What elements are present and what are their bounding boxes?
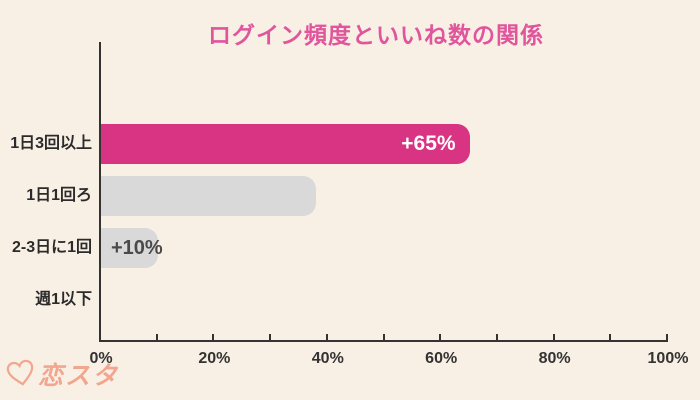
x-axis-tick-label: 40% bbox=[311, 350, 344, 367]
brand-logo: 恋スタ bbox=[6, 356, 119, 392]
y-axis-category-label: 1日3回以上 bbox=[10, 135, 92, 152]
x-axis-tick-label: 100% bbox=[647, 350, 689, 367]
bar-row: +10% bbox=[101, 228, 668, 268]
bar-row: +65% bbox=[101, 124, 668, 164]
x-axis-tick bbox=[155, 334, 158, 340]
x-axis-tick bbox=[325, 334, 328, 340]
x-axis-tick bbox=[439, 334, 442, 340]
x-axis-tick-label: 0% bbox=[89, 350, 113, 367]
bar-data-label: +10% bbox=[111, 237, 163, 259]
x-axis-tick bbox=[212, 334, 215, 340]
x-axis-tick bbox=[666, 334, 668, 340]
x-axis-tick bbox=[552, 334, 555, 340]
x-axis-tick-label: 20% bbox=[198, 350, 231, 367]
bar-highlighted: +65% bbox=[101, 124, 470, 164]
x-axis-tick-label: 80% bbox=[538, 350, 571, 367]
x-axis-tick-label: 60% bbox=[425, 350, 458, 367]
x-axis-tick bbox=[495, 334, 498, 340]
x-axis-tick bbox=[269, 334, 272, 340]
bar bbox=[101, 176, 317, 216]
chart-title: ログイン頻度といいね数の関係 bbox=[208, 22, 544, 48]
plot-area: +65% +10% bbox=[99, 42, 668, 342]
x-axis-tick bbox=[382, 334, 385, 340]
bar-row bbox=[101, 176, 668, 216]
x-axis-tick bbox=[609, 334, 612, 340]
bar-row bbox=[101, 280, 668, 320]
bar-data-label: +65% bbox=[401, 132, 456, 155]
y-axis-category-label: 2-3日に1回 bbox=[11, 239, 92, 256]
heart-icon bbox=[6, 359, 34, 386]
brand-logo-text: 恋スタ bbox=[38, 362, 120, 390]
bar bbox=[101, 228, 158, 268]
y-axis-category-label: 1日1回ろ bbox=[26, 187, 92, 204]
y-axis-category-label: 週1以下 bbox=[35, 291, 92, 308]
